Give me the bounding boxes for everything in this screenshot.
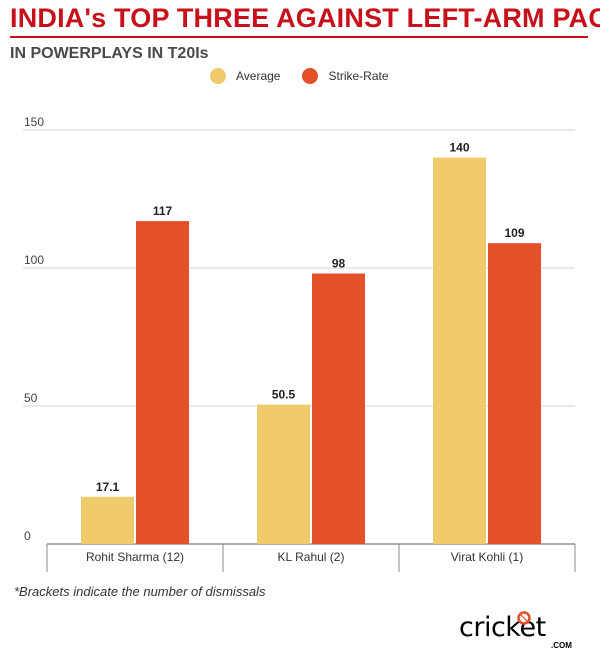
bar-chart: 0 50 100 150 17.1 117 Rohit Sharma (12) 50.5 98 K… <box>23 115 576 572</box>
ball-icon <box>517 611 531 625</box>
data-label: 17.1 <box>96 480 120 494</box>
legend-item-average: Average <box>210 68 280 84</box>
y-tick-label: 150 <box>24 115 44 129</box>
data-label: 140 <box>449 141 469 155</box>
bar-average <box>257 404 310 544</box>
legend-label-average: Average <box>236 69 281 83</box>
x-tick-label: Virat Kohli (1) <box>451 550 523 564</box>
logo-suffix: .COM <box>551 641 572 650</box>
data-label: 50.5 <box>272 388 296 402</box>
y-tick-label: 0 <box>24 529 31 543</box>
cricket-com-logo: cricket .COM <box>459 608 577 654</box>
legend-swatch-strike-rate <box>302 68 319 84</box>
chart-title: INDIA's TOP THREE AGAINST LEFT-ARM PACE <box>10 3 600 33</box>
cricket-ball-logo-icon: cricket .COM <box>459 611 572 650</box>
title-underline <box>10 36 588 38</box>
y-tick-label: 100 <box>24 253 44 267</box>
y-tick-label: 50 <box>24 391 38 405</box>
x-tick-label: Rohit Sharma (12) <box>86 550 184 564</box>
legend-label-strike-rate: Strike-Rate <box>328 69 389 83</box>
bar-average <box>433 157 486 544</box>
bar-strike-rate <box>312 273 365 544</box>
logo-wordmark: cricket <box>459 612 546 643</box>
legend-item-strike-rate: Strike-Rate <box>302 68 389 84</box>
bar-strike-rate <box>136 221 189 544</box>
data-label: 109 <box>504 226 524 240</box>
data-label: 98 <box>332 257 346 271</box>
bar-strike-rate <box>488 243 541 544</box>
legend: Average Strike-Rate <box>210 68 411 84</box>
legend-swatch-average <box>210 68 226 84</box>
bar-average <box>81 496 134 544</box>
footnote: *Brackets indicate the number of dismiss… <box>14 584 266 599</box>
chart-subtitle: IN POWERPLAYS IN T20Is <box>10 45 209 62</box>
data-label: 117 <box>153 204 173 218</box>
x-tick-label: KL Rahul (2) <box>278 550 345 564</box>
